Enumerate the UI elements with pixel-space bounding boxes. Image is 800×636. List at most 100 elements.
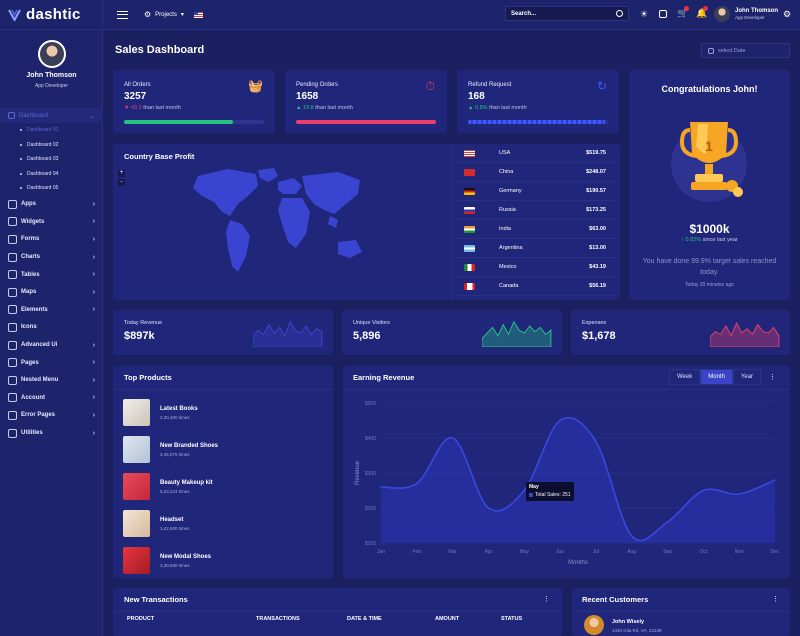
chevron-right-icon: › <box>92 253 95 261</box>
sidebar-item[interactable]: Elements › <box>0 301 103 319</box>
map-zoom-out-button[interactable]: - <box>118 179 125 186</box>
data-point <box>774 479 776 481</box>
tab-month[interactable]: Month <box>700 369 733 385</box>
bell-icon[interactable]: 🔔 <box>696 8 708 18</box>
country-row[interactable]: China $248.07 <box>452 163 620 182</box>
sun-icon[interactable]: ☀ <box>640 9 649 19</box>
settings-gear-icon[interactable]: ⚙ <box>783 9 792 19</box>
country-table: USA $519.75 China $248.07 Germany $190.57 Russ… <box>451 144 620 300</box>
menu-icon <box>8 428 17 438</box>
sidebar-item[interactable]: Nested Menu › <box>0 371 103 389</box>
cart-icon[interactable]: 🛒 <box>677 8 689 18</box>
stat-progress <box>124 120 264 124</box>
brand-name: dashtic <box>26 6 81 23</box>
notification-badge <box>703 6 708 11</box>
sidebar-item-label: Charts <box>21 254 41 261</box>
sidebar-item[interactable]: Forms › <box>0 231 103 249</box>
sidebar-item[interactable]: Widgets › <box>0 213 103 231</box>
sidebar-item[interactable]: Advanced Ui › <box>0 336 103 354</box>
y-tick-label: $300 <box>365 471 376 477</box>
country-row[interactable]: USA $519.75 <box>452 144 620 163</box>
map-title: Country Base Profit <box>124 152 195 161</box>
sidebar-subitem[interactable]: Dashboard 04 <box>0 167 103 182</box>
tab-year[interactable]: Year <box>732 369 762 385</box>
sidebar-item-dashboard[interactable]: Dashboard ⌄ <box>0 108 103 123</box>
world-map[interactable] <box>178 164 368 286</box>
more-vert-icon[interactable]: ⋮ <box>772 596 779 603</box>
metric-value: $897k <box>124 330 155 342</box>
date-placeholder: select Date <box>718 47 746 54</box>
more-vert-icon[interactable]: ⋮ <box>769 374 776 381</box>
data-point <box>702 489 705 492</box>
col-transactions[interactable]: TRANSACTIONS <box>256 616 300 622</box>
sidebar-item[interactable]: Apps › <box>0 196 103 214</box>
sidebar-subitem[interactable]: Dashboard 05 <box>0 181 103 196</box>
earning-title: Earning Revenue <box>353 373 415 382</box>
country-row[interactable]: Canada $56.19 <box>452 277 620 296</box>
sidebar-item[interactable]: Maps › <box>0 283 103 301</box>
product-item[interactable]: New Modal Shoes 3,30,600 times <box>113 542 333 578</box>
country-name: China <box>499 169 514 175</box>
product-item[interactable]: Latest Books 2,30,400 times <box>113 394 333 431</box>
sidebar-item[interactable]: Utilities › <box>0 424 103 442</box>
stat-value: 1658 <box>296 91 319 102</box>
country-row[interactable]: India $63.00 <box>452 220 620 239</box>
projects-dropdown[interactable]: ⚙ Projects ▾ <box>144 10 203 19</box>
chevron-right-icon: › <box>92 271 95 279</box>
y-axis-label: Revenue <box>355 460 361 485</box>
user-name: John Thomson <box>735 8 778 14</box>
sparkline-area <box>253 320 323 347</box>
country-flag-icon <box>464 187 475 195</box>
product-item[interactable]: Beauty Makeup kit 5,23,224 times <box>113 468 333 505</box>
country-row[interactable]: Mexico $43.19 <box>452 258 620 277</box>
search-icon[interactable] <box>616 10 623 17</box>
metric-label: Expenses <box>582 320 607 326</box>
sidebar-item[interactable]: Pages › <box>0 354 103 372</box>
profile-avatar[interactable] <box>37 40 66 68</box>
chevron-right-icon: › <box>92 341 95 349</box>
product-image <box>123 510 150 537</box>
search-input[interactable]: Search... <box>505 6 629 21</box>
customer-name[interactable]: John Wisely <box>612 619 645 625</box>
logo-icon <box>8 9 21 21</box>
customer-address: 1340 Gila Rd, VA, 23139 <box>612 628 662 633</box>
tab-week[interactable]: Week <box>669 369 701 385</box>
sparkline-chart <box>253 320 323 347</box>
col-product[interactable]: PRODUCT <box>127 616 155 622</box>
menu-icon <box>8 375 17 385</box>
x-tick-label: Jan <box>377 549 385 555</box>
sidebar-subitem[interactable]: Dashboard 03 <box>0 152 103 167</box>
earning-tabs: Week Month Year <box>669 369 762 385</box>
col-amount[interactable]: AMOUNT <box>435 616 460 622</box>
country-row[interactable]: Germany $190.57 <box>452 182 620 201</box>
stat-label: Pending Orders <box>296 82 339 88</box>
y-tick-label: $400 <box>365 436 376 442</box>
product-item[interactable]: Headset 1,42,600 times <box>113 505 333 542</box>
sidebar-item[interactable]: Error Pages › <box>0 407 103 425</box>
col-status[interactable]: STATUS <box>501 616 523 622</box>
sidebar-subitem[interactable]: Dashboard 02 <box>0 138 103 153</box>
stat-card: Pending Orders 1658 ▲ 19.8 than last month… <box>285 70 447 133</box>
congrats-change-value: 0.82% <box>685 237 702 243</box>
more-vert-icon[interactable]: ⋮ <box>543 596 550 603</box>
product-item[interactable]: New Branded Shoes 3,45,675 times <box>113 431 333 468</box>
sidebar-item[interactable]: Account › <box>0 389 103 407</box>
fullscreen-icon[interactable] <box>659 10 667 18</box>
sidebar-item[interactable]: Charts › <box>0 248 103 266</box>
date-picker[interactable]: select Date <box>701 43 790 58</box>
sidebar-item[interactable]: Tables › <box>0 266 103 284</box>
country-row[interactable]: Argentina $13.00 <box>452 239 620 258</box>
map-zoom-in-button[interactable]: + <box>118 170 125 177</box>
user-menu[interactable]: John Thomson App Developer <box>714 6 778 22</box>
menu-toggle-icon[interactable] <box>117 10 128 19</box>
us-flag-icon[interactable] <box>193 11 203 18</box>
brand-logo[interactable]: dashtic <box>0 0 103 30</box>
col-datetime[interactable]: DATE & TIME <box>347 616 382 622</box>
x-tick-label: Sep <box>663 549 672 555</box>
country-row[interactable]: Russia $173.25 <box>452 201 620 220</box>
menu-icon <box>8 340 17 350</box>
sidebar-subitem[interactable]: Dashboard 01 <box>0 123 103 138</box>
cart-badge <box>684 6 689 11</box>
sidebar-item[interactable]: Icons <box>0 319 103 337</box>
